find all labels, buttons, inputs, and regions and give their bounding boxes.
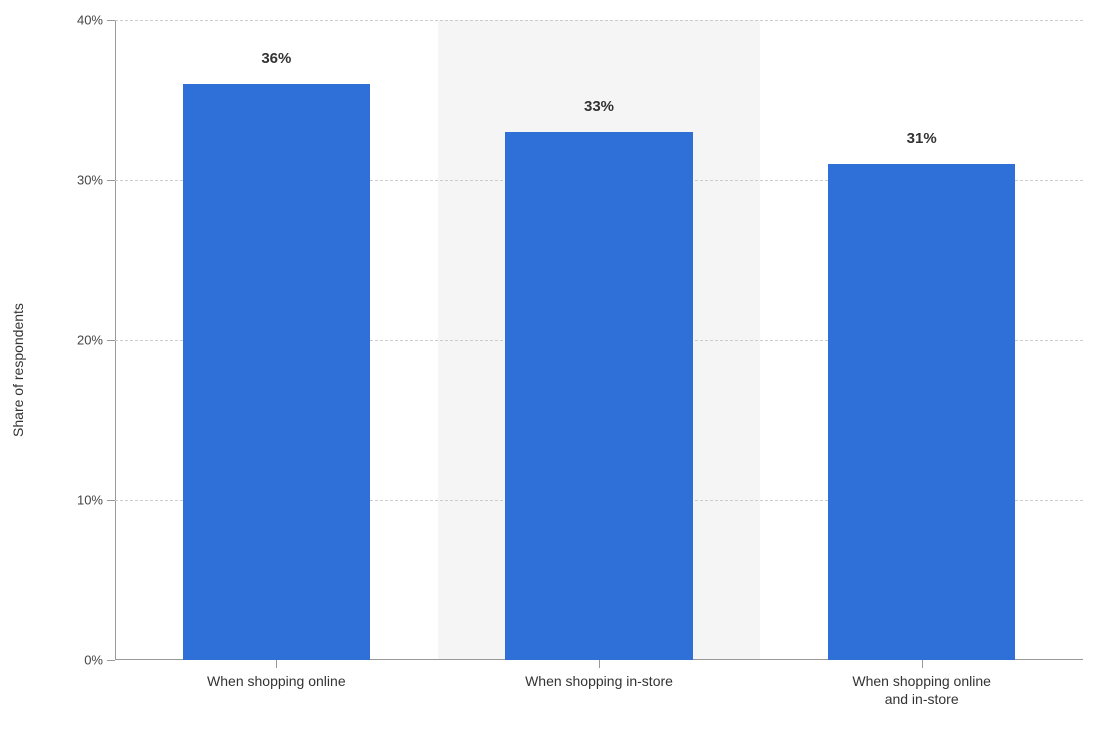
y-tick-label: 0% <box>84 653 103 668</box>
bar-value-label: 33% <box>584 98 614 115</box>
grid-line <box>115 20 1083 21</box>
y-tick-label: 20% <box>77 333 103 348</box>
x-tick-label: When shopping in-store <box>525 672 673 690</box>
x-tick <box>276 660 277 668</box>
y-tick <box>107 180 115 181</box>
bar-value-label: 36% <box>261 50 291 67</box>
bar[interactable] <box>505 132 692 660</box>
y-tick-label: 30% <box>77 173 103 188</box>
y-axis-title: Share of respondents <box>10 303 26 437</box>
bar[interactable] <box>828 164 1015 660</box>
x-tick <box>599 660 600 668</box>
y-tick <box>107 340 115 341</box>
plot-area: 0%10%20%30%40%36%When shopping online33%… <box>115 20 1083 660</box>
chart-container: Share of respondents 0%10%20%30%40%36%Wh… <box>0 0 1098 740</box>
y-tick-label: 40% <box>77 13 103 28</box>
x-tick <box>922 660 923 668</box>
bar[interactable] <box>183 84 370 660</box>
bar-value-label: 31% <box>907 130 937 147</box>
y-tick <box>107 500 115 501</box>
y-tick <box>107 20 115 21</box>
x-tick-label: When shopping online <box>207 672 346 690</box>
y-tick-label: 10% <box>77 493 103 508</box>
x-tick-label: When shopping online and in-store <box>841 672 1002 708</box>
y-tick <box>107 660 115 661</box>
